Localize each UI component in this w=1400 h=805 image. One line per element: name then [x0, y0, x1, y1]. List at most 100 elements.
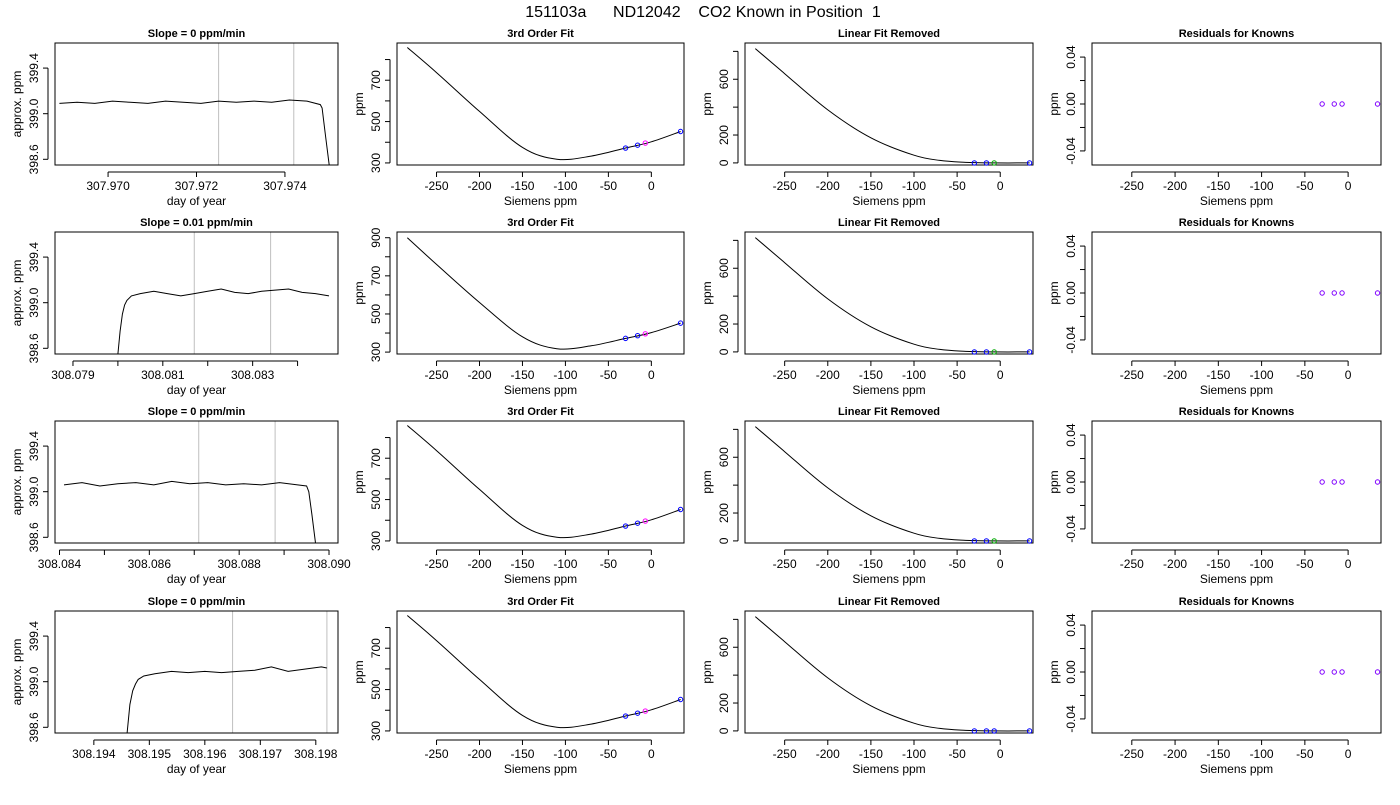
y-tick-label: 500 [369, 304, 383, 324]
data-layer [754, 237, 1030, 353]
data-point [1319, 290, 1325, 296]
data-point [1026, 728, 1033, 734]
y-tick-label: 0.00 [1064, 281, 1078, 305]
y-tick-label: 0 [717, 159, 731, 166]
y-axis-label: ppm [352, 92, 366, 115]
x-tick-label: -200 [467, 368, 491, 382]
series-line [59, 99, 330, 165]
panel-title: Slope = 0 ppm/min [148, 28, 246, 40]
panel-title: Residuals for Knowns [1179, 406, 1295, 418]
x-axis-label: Siemens ppm [1200, 572, 1273, 586]
y-tick-label: 399.4 [27, 242, 41, 272]
plot-frame [54, 231, 339, 355]
y-tick-label: 600 [717, 637, 731, 657]
plot-frame [396, 42, 685, 166]
plot-frame [396, 231, 685, 355]
data-point [1374, 479, 1381, 485]
plot-frame [54, 610, 339, 734]
y-axis-label: approx. ppm [10, 449, 24, 516]
y-axis-label: ppm [1047, 660, 1061, 683]
data-point [622, 145, 629, 151]
data-point [971, 349, 978, 355]
y-tick-label: 398.6 [27, 522, 41, 552]
x-tick-label: -50 [600, 368, 618, 382]
x-tick-label: -200 [1163, 179, 1187, 193]
data-point [677, 128, 684, 135]
x-tick-label: 308.198 [294, 747, 338, 761]
x-tick-label: 0 [997, 557, 1004, 571]
x-tick-label: -100 [553, 557, 577, 571]
x-tick-label: 307.974 [263, 179, 307, 193]
data-layer [754, 616, 1030, 732]
y-tick-label: -0.04 [1064, 326, 1078, 354]
data-point [991, 538, 997, 544]
y-tick-label: 0.04 [1064, 234, 1078, 258]
y-axis-label: approx. ppm [10, 260, 24, 327]
x-tick-label: 308.088 [217, 557, 261, 571]
x-tick-label: 0 [648, 179, 655, 193]
y-tick-label: 200 [717, 503, 731, 523]
data-point [991, 160, 997, 166]
data-point [1374, 290, 1381, 296]
y-tick-label: 399.0 [27, 476, 41, 506]
y-tick-label: 600 [717, 258, 731, 278]
x-tick-label: 0 [1345, 557, 1352, 571]
y-tick-label: 900 [369, 227, 383, 247]
y-tick-label: 200 [717, 125, 731, 145]
x-tick-label: -200 [816, 557, 840, 571]
x-tick-label: -50 [1296, 747, 1314, 761]
y-tick-label: 700 [369, 266, 383, 286]
x-tick-label: -100 [1250, 557, 1274, 571]
panel-title: Linear Fit Removed [838, 28, 940, 40]
x-tick-label: -250 [1120, 747, 1144, 761]
x-tick-label: 0 [997, 747, 1004, 761]
fit-curve [754, 237, 1030, 353]
data-point [1339, 669, 1345, 675]
x-axis-label: Siemens ppm [504, 194, 577, 208]
y-tick-label: 200 [717, 314, 731, 334]
data-point [677, 320, 684, 326]
x-tick-label: -150 [510, 179, 534, 193]
x-axis-label: Siemens ppm [504, 762, 577, 776]
x-tick-label: 0 [648, 368, 655, 382]
plot-frame [54, 42, 339, 166]
data-point [677, 506, 684, 513]
x-tick-label: 308.086 [128, 557, 172, 571]
data-point [634, 142, 641, 148]
y-tick-label: 700 [369, 448, 383, 468]
x-tick-label: -150 [1206, 179, 1230, 193]
data-point [642, 708, 649, 714]
data-point [642, 518, 649, 524]
x-tick-label: -100 [902, 179, 926, 193]
panel-title: Slope = 0 ppm/min [148, 406, 246, 418]
y-tick-label: 300 [369, 531, 383, 551]
y-tick-label: 398.6 [27, 712, 41, 742]
y-tick-label: 500 [369, 489, 383, 509]
fit-curve [754, 426, 1030, 542]
panel-title: Linear Fit Removed [838, 406, 940, 418]
data-layer [63, 480, 316, 543]
data-point [1374, 669, 1381, 675]
data-point [971, 160, 978, 166]
data-point [1331, 669, 1337, 675]
panel-title: 3rd Order Fit [507, 406, 574, 418]
plot-frame [396, 420, 685, 544]
series-line [126, 666, 327, 733]
panel-residuals-row2: Residuals for Knowns -250 -200 -150 -100 -50 0… [1047, 217, 1382, 397]
y-tick-label: 0 [717, 348, 731, 355]
y-axis-label: approx. ppm [10, 71, 24, 138]
panel-time-series-row4: Slope = 0 ppm/min 308.194 308.195 308.196 30… [10, 596, 339, 776]
x-tick-label: -150 [859, 747, 883, 761]
plot-frame [744, 420, 1034, 544]
x-tick-label: -250 [1120, 179, 1144, 193]
x-axis-label: day of year [167, 762, 226, 776]
panel-linear-removed-row2: Linear Fit Removed -250 -200 -150 -100 -50 0 Si… [700, 217, 1034, 397]
x-axis-label: Siemens ppm [1200, 194, 1273, 208]
data-point [634, 710, 641, 716]
data-point [971, 728, 978, 734]
x-tick-label: -150 [1206, 557, 1230, 571]
x-tick-label: -200 [816, 368, 840, 382]
data-point [1331, 290, 1337, 296]
series-line [117, 288, 330, 354]
panel-title: Residuals for Knowns [1179, 596, 1295, 608]
